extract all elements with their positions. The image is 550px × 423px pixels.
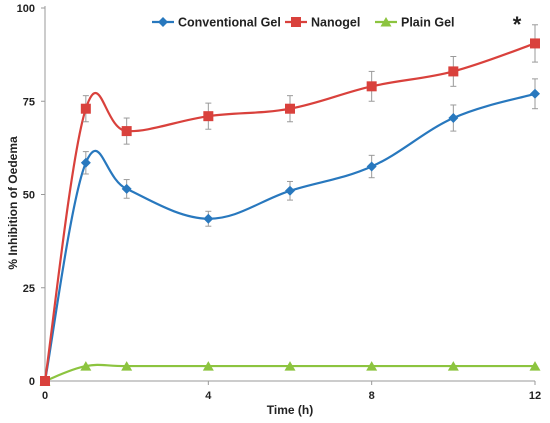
axes: 0 25 50 75 100 0 4 8 12 bbox=[17, 3, 541, 402]
data-point bbox=[448, 66, 459, 77]
data-point bbox=[203, 111, 214, 122]
legend-item: Conventional Gel bbox=[152, 16, 281, 30]
series-layer bbox=[39, 24, 541, 386]
legend-label: Conventional Gel bbox=[178, 16, 281, 30]
series-conventional-gel bbox=[40, 78, 540, 386]
legend-label: Nanogel bbox=[311, 16, 360, 30]
series-line bbox=[43, 92, 536, 382]
data-point bbox=[121, 361, 133, 371]
data-point bbox=[366, 361, 378, 371]
series-plain-gel bbox=[39, 361, 541, 386]
y-axis-title: % Inhibition of Oedema bbox=[6, 136, 20, 270]
legend: Conventional Gel Nanogel Plain Gel bbox=[152, 16, 455, 30]
data-point bbox=[202, 361, 214, 371]
data-point bbox=[366, 81, 377, 92]
legend-item: Plain Gel bbox=[375, 16, 455, 30]
data-point bbox=[40, 376, 50, 386]
data-point bbox=[80, 157, 91, 168]
data-point bbox=[447, 361, 459, 371]
data-point bbox=[121, 183, 132, 194]
x-axis-title: Time (h) bbox=[267, 403, 313, 417]
y-tick-label: 0 bbox=[29, 376, 35, 388]
data-point bbox=[285, 185, 295, 196]
x-tick-label: 0 bbox=[42, 390, 48, 402]
data-point bbox=[80, 361, 92, 371]
series-line bbox=[43, 42, 536, 382]
legend-marker bbox=[291, 17, 301, 27]
x-tick-label: 4 bbox=[205, 390, 212, 402]
legend-item: Nanogel bbox=[285, 16, 360, 30]
y-tick-label: 50 bbox=[23, 190, 35, 202]
data-point bbox=[121, 126, 132, 137]
data-point bbox=[529, 361, 541, 371]
data-point bbox=[203, 213, 214, 224]
legend-marker bbox=[380, 17, 392, 27]
data-point bbox=[284, 361, 296, 371]
x-tick-label: 12 bbox=[529, 390, 541, 402]
series-nanogel bbox=[40, 24, 540, 386]
y-tick-label: 75 bbox=[23, 96, 35, 108]
data-point bbox=[80, 103, 91, 114]
significance-asterisk: * bbox=[513, 12, 522, 37]
legend-marker bbox=[158, 17, 168, 27]
y-tick-label: 100 bbox=[17, 3, 35, 15]
data-point bbox=[530, 88, 540, 99]
data-point bbox=[448, 113, 459, 124]
series-line bbox=[44, 363, 535, 383]
data-point bbox=[366, 161, 377, 172]
y-tick-label: 25 bbox=[23, 283, 35, 295]
data-point bbox=[530, 38, 540, 49]
legend-label: Plain Gel bbox=[401, 16, 455, 30]
data-point bbox=[285, 103, 295, 114]
x-tick-label: 8 bbox=[369, 390, 375, 402]
